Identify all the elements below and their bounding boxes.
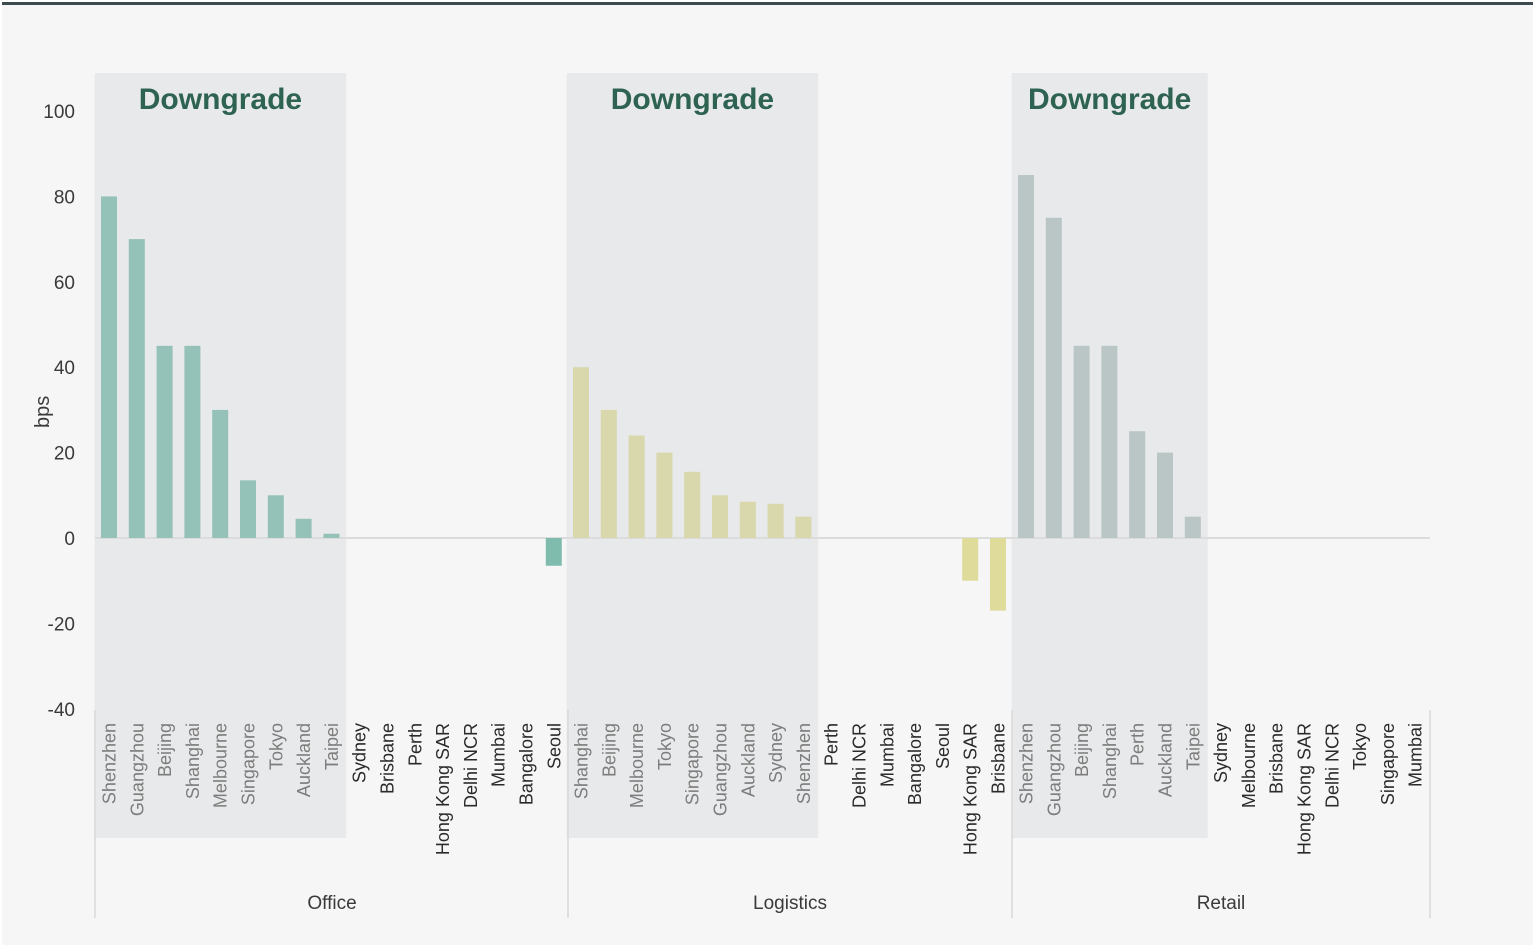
y-axis-label: bps <box>32 396 54 428</box>
bar-retail <box>1101 345 1118 538</box>
bar-office <box>545 538 562 566</box>
bar-logistics <box>628 435 645 538</box>
bar-logistics <box>573 367 589 538</box>
x-category-label: Mumbai <box>1406 723 1426 787</box>
x-category-label: Auckland <box>1156 723 1176 797</box>
x-category-label: Brisbane <box>1267 723 1287 794</box>
y-tick-label: -40 <box>48 700 75 721</box>
x-category-label: Perth <box>1128 723 1148 766</box>
x-category-label: Seoul <box>544 723 564 769</box>
x-category-label: Shanghai <box>1100 723 1120 799</box>
x-category-label: Taipei <box>322 723 342 770</box>
x-category-label: Bangalore <box>517 723 537 805</box>
x-category-label: Sydney <box>1211 723 1231 783</box>
bar-office <box>323 533 340 538</box>
x-category-label: Bangalore <box>905 723 925 805</box>
x-category-label: Delhi NCR <box>1322 723 1342 808</box>
x-category-label: Melbourne <box>627 723 647 808</box>
x-category-label: Mumbai <box>489 723 509 787</box>
bar-logistics <box>739 501 756 538</box>
x-category-label: Guangzhou <box>127 723 147 816</box>
bar-logistics <box>600 409 617 538</box>
bar-office <box>295 518 312 538</box>
x-category-label: Singapore <box>1378 723 1398 805</box>
bar-office <box>184 345 201 538</box>
y-tick-label: 60 <box>54 273 75 294</box>
x-category-label: Brisbane <box>378 723 398 794</box>
x-category-label: Shanghai <box>183 723 203 799</box>
bar-logistics <box>962 538 979 581</box>
x-category-label: Singapore <box>239 723 259 805</box>
bar-retail <box>1018 175 1034 539</box>
y-tick-label: 40 <box>54 358 75 379</box>
bar-logistics <box>684 471 701 538</box>
bar-office <box>240 480 256 538</box>
x-category-label: Sydney <box>766 723 786 783</box>
bar-retail <box>1073 345 1090 538</box>
x-category-label: Tokyo <box>266 723 286 770</box>
group-label-retail: Retail <box>1197 893 1246 914</box>
x-category-label: Guangzhou <box>711 723 731 816</box>
bar-retail <box>1129 431 1146 538</box>
x-category-label: Tokyo <box>655 723 675 770</box>
bar-logistics <box>656 452 673 538</box>
x-category-label: Shanghai <box>572 723 592 799</box>
x-category-label: Tokyo <box>1350 723 1370 770</box>
bar-office <box>156 345 173 538</box>
y-tick-label: 100 <box>43 102 75 123</box>
x-category-label: Perth <box>822 723 842 766</box>
x-category-label: Taipei <box>1183 723 1203 770</box>
bar-office <box>101 196 117 538</box>
x-category-label: Melbourne <box>1239 723 1259 808</box>
downgrade-label-office: Downgrade <box>139 83 302 116</box>
x-category-label: Shenzhen <box>100 723 120 804</box>
y-tick-label: 80 <box>54 187 75 208</box>
y-tick-label: 0 <box>64 529 75 550</box>
x-category-label: Hong Kong SAR <box>1295 723 1315 855</box>
x-category-label: Seoul <box>933 723 953 769</box>
x-category-label: Auckland <box>738 723 758 797</box>
bar-logistics <box>990 538 1006 611</box>
x-category-label: Delhi NCR <box>461 723 481 808</box>
bar-retail <box>1157 452 1173 538</box>
x-category-label: Beijing <box>155 723 175 777</box>
x-category-label: Shenzhen <box>1017 723 1037 804</box>
x-category-label: Shenzhen <box>794 723 814 804</box>
x-category-label: Auckland <box>294 723 314 797</box>
x-category-label: Perth <box>405 723 425 766</box>
bar-logistics <box>767 503 784 538</box>
x-category-label: Melbourne <box>211 723 231 808</box>
x-category-label: Hong Kong SAR <box>961 723 981 855</box>
y-tick-label: 20 <box>54 444 75 465</box>
x-category-label: Mumbai <box>877 723 897 787</box>
x-category-label: Brisbane <box>989 723 1009 794</box>
bar-office <box>128 239 145 538</box>
bar-logistics <box>795 516 812 538</box>
bar-office <box>267 495 284 538</box>
downgrade-label-logistics: Downgrade <box>611 83 774 116</box>
y-tick-label: -20 <box>48 614 75 635</box>
x-category-label: Sydney <box>350 723 370 783</box>
bar-retail <box>1184 516 1201 538</box>
x-category-label: Beijing <box>1072 723 1092 777</box>
bar-logistics <box>712 495 728 538</box>
x-category-label: Singapore <box>683 723 703 805</box>
x-category-label: Delhi NCR <box>850 723 870 808</box>
x-category-label: Guangzhou <box>1044 723 1064 816</box>
x-category-label: Beijing <box>599 723 619 777</box>
bar-retail <box>1045 217 1062 538</box>
x-category-label: Hong Kong SAR <box>433 723 453 855</box>
group-label-office: Office <box>307 893 356 914</box>
bar-office <box>212 409 229 538</box>
downgrade-label-retail: Downgrade <box>1028 83 1191 116</box>
group-label-logistics: Logistics <box>753 893 827 914</box>
